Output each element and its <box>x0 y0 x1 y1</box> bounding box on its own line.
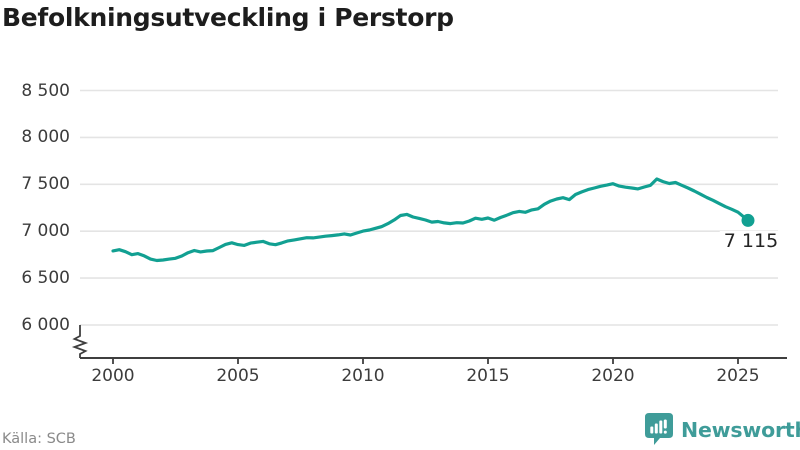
endpoint-dot <box>741 213 755 227</box>
newsworthy-wordmark: Newsworthy <box>681 417 800 442</box>
y-axis-break <box>71 325 89 358</box>
chart-title: Befolkningsutveckling i Perstorp <box>2 3 454 32</box>
newsworthy-chart-bubble-icon <box>645 413 673 445</box>
population-series-line <box>111 177 750 263</box>
source-attribution: Källa: SCB <box>2 431 76 447</box>
newsworthy-logo[interactable]: Newsworthy <box>645 413 800 446</box>
